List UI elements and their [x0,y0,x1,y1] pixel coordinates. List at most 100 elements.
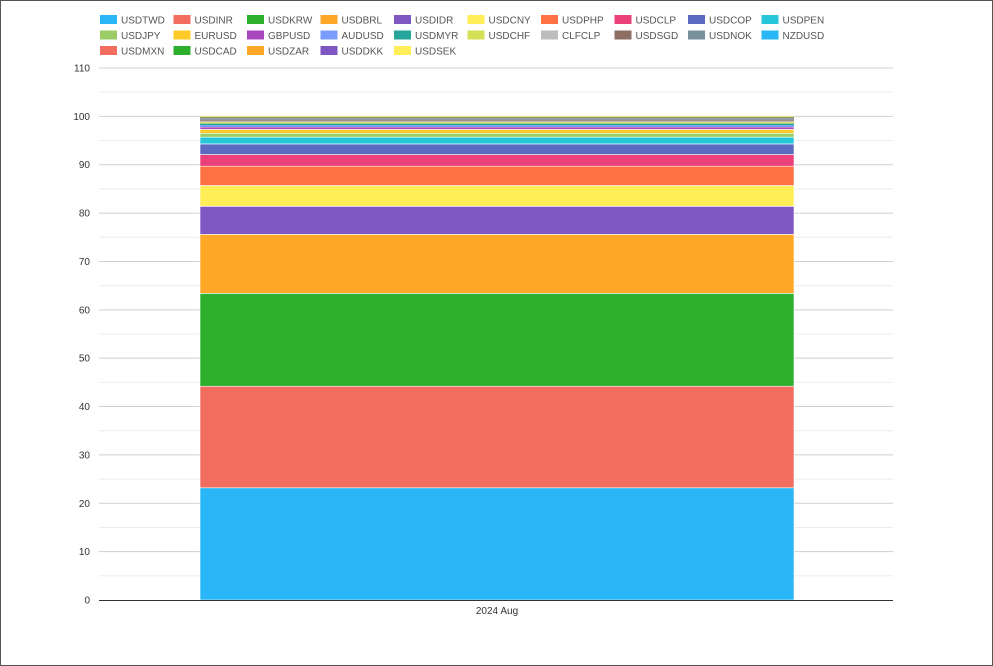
legend-label: USDCAD [195,47,237,58]
bar-segment-usdtwd[interactable] [199,487,795,601]
legend-item[interactable]: USDKRW [247,15,313,27]
legend-swatch [100,46,117,55]
bar-stack [199,116,795,601]
bar-segment-usdbrl[interactable] [199,234,795,294]
bar-segment-nzdusd[interactable] [200,118,794,119]
bar-segment-usdidr[interactable] [199,206,795,235]
bar-segment-usdmyr[interactable] [200,123,794,126]
x-tick-label: 2024 Aug [476,606,518,617]
legend-item[interactable]: USDMYR [394,30,458,43]
legend-item[interactable]: USDNOK [688,30,752,43]
bar-segment-usdpen[interactable] [199,136,795,145]
legend-swatch [614,15,632,24]
legend-item[interactable]: AUDUSD [320,30,384,43]
bar-segment-eurusd[interactable] [199,129,795,134]
legend-swatch [320,46,338,55]
y-tick-label: 30 [79,450,91,461]
legend-swatch [761,15,779,24]
legend-swatch [541,30,558,40]
legend-item[interactable]: USDTWD [100,15,165,27]
legend-item[interactable]: USDPHP [541,15,604,27]
legend-swatch [173,15,191,24]
legend-label: USDPHP [562,16,604,27]
legend-label: USDKRW [268,16,313,27]
legend-swatch [247,46,264,55]
bar-segment-usdclp[interactable] [199,154,795,167]
bar-segment-gbpusd[interactable] [199,126,795,130]
y-axis: 0 10 20 30 40 50 60 70 80 90 100 110 [73,64,90,607]
legend-item[interactable]: NZDUSD [761,30,825,43]
legend-swatch [467,15,485,24]
legend-swatch [394,30,411,40]
legend-label: USDTWD [121,16,165,27]
bar-segment-usdsgd[interactable] [200,119,794,121]
legend-item[interactable]: USDDKK [320,46,384,58]
bar-segment-usdjpy[interactable] [199,132,795,138]
legend-swatch [100,15,117,24]
bar-segment-usdsek[interactable] [200,116,794,117]
bar-segment-usdchf[interactable] [200,122,794,124]
legend-swatch [173,30,191,40]
bar-segment-usdcop[interactable] [199,143,795,155]
bar-segment-usdcad[interactable] [200,117,794,118]
legend-label: AUDUSD [342,31,384,42]
legend-swatch [320,30,338,40]
legend-item[interactable]: USDBRL [320,15,383,27]
y-tick-label: 110 [74,64,90,75]
y-tick-label: 80 [79,209,91,220]
bar-segment-usdcny[interactable] [199,185,795,207]
legend-item[interactable]: USDZAR [247,46,309,58]
legend-swatch [394,15,411,24]
legend-item[interactable]: USDSEK [394,46,456,58]
legend-label: USDCLP [636,16,677,27]
bar-segment-usdinr[interactable] [199,385,795,489]
legend-item[interactable]: USDCLP [614,15,677,27]
y-tick-label: 70 [79,257,91,268]
legend-swatch [173,46,191,55]
legend-label: USDPEN [783,16,825,27]
y-tick-label: 0 [84,596,90,607]
legend-item[interactable]: USDCHF [467,30,531,43]
bar-segment-audusd[interactable] [200,125,794,128]
legend-item[interactable]: USDPEN [761,15,825,27]
legend-swatch [247,30,264,40]
y-tick-label: 20 [79,499,91,510]
legend-item[interactable]: USDSGD [614,30,679,43]
legend-item[interactable]: USDINR [173,15,233,27]
legend-swatch [247,15,264,24]
x-axis: 2024 Aug [99,600,893,617]
legend-item[interactable]: USDMXN [100,46,164,58]
legend-item[interactable]: USDCAD [173,46,237,58]
legend-label: USDCOP [709,16,752,27]
y-tick-label: 50 [79,354,91,365]
bar-segment-usdnok[interactable] [200,118,794,120]
legend-swatch [394,46,411,55]
legend-item[interactable]: USDJPY [100,30,161,43]
legend-item[interactable]: USDIDR [394,15,453,27]
legend-label: USDNOK [709,31,752,42]
legend-label: USDDKK [342,47,384,58]
legend-swatch [688,30,705,40]
y-tick-label: 90 [79,160,91,171]
legend-label: USDZAR [268,47,309,58]
legend-item[interactable]: CLFCLP [541,30,601,43]
legend-label: USDBRL [342,16,383,27]
legend-swatch [100,30,117,40]
legend-item[interactable]: USDCNY [467,15,532,27]
legend-item[interactable]: GBPUSD [247,30,310,43]
bar-segment-clfclp[interactable] [200,120,794,123]
legend-item[interactable]: EURUSD [173,30,237,43]
legend-label: USDIDR [415,16,453,27]
bar-segment-usdmxn[interactable] [200,117,794,119]
legend-swatch [761,30,779,40]
legend-item[interactable]: USDCOP [688,15,752,27]
y-tick-label: 60 [79,305,91,316]
bar-segment-usdkrw[interactable] [199,293,795,387]
legend-swatch [688,15,705,24]
legend-label: USDSGD [636,31,679,42]
legend-swatch [541,15,558,24]
legend-label: CLFCLP [562,31,601,42]
bar-segment-usdphp[interactable] [199,165,795,186]
legend: USDTWD USDINR USDKRW USDBRL USDIDR USDCNY USDP… [100,15,824,58]
